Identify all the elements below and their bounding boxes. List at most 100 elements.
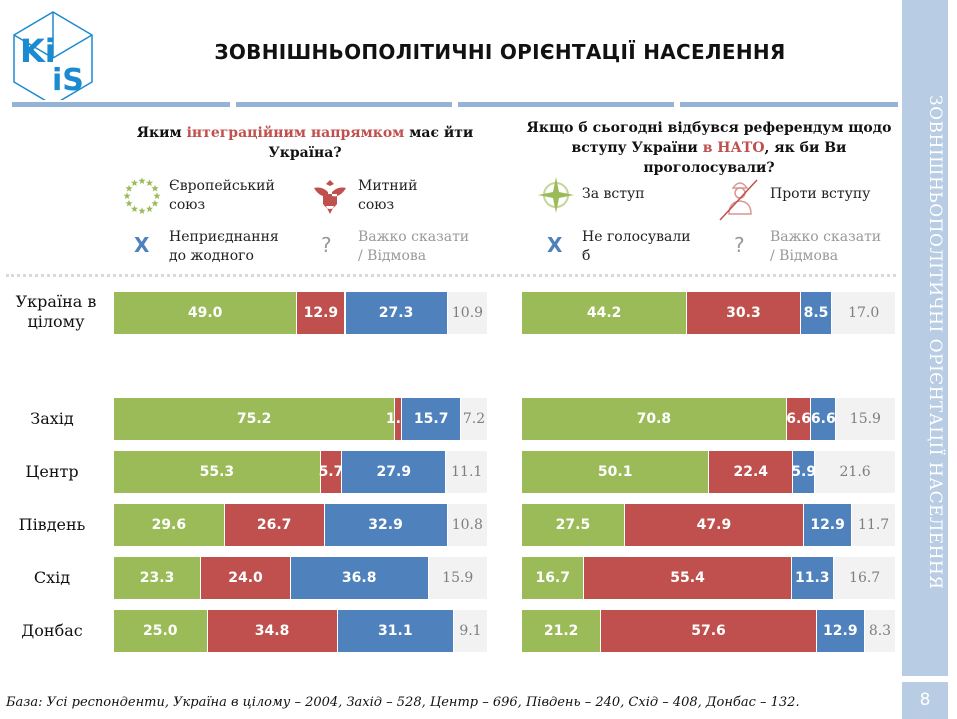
bar-segment: 5.9 [791, 451, 816, 493]
data-label: 16.7 [535, 570, 570, 586]
bar-segment: 12.9 [803, 504, 853, 546]
bar-segment: 16.7 [833, 557, 897, 599]
bar-segment: 15.9 [836, 398, 896, 440]
bar-segment: 12.9 [297, 292, 346, 334]
data-label: 11.3 [794, 570, 830, 586]
legend-dont-know: Важко сказати / Відмова [770, 229, 882, 264]
data-label: 5.7 [318, 464, 344, 480]
data-label: 9.1 [459, 623, 482, 639]
data-label: 16.7 [849, 570, 881, 586]
bar-segment: 34.8 [207, 610, 338, 652]
category-label: Донбас [21, 621, 83, 640]
data-label: 15.9 [849, 411, 881, 427]
data-label: 11.1 [451, 464, 483, 480]
data-label: 27.3 [378, 305, 414, 321]
eu-stars-icon [123, 177, 161, 215]
bar-segment: 11.7 [852, 504, 896, 546]
svg-text:iS: iS [52, 63, 84, 98]
bar-segment: 27.3 [345, 292, 448, 334]
kiis-logo: Ki iS [13, 11, 93, 100]
bar-segment: 57.6 [601, 610, 817, 652]
question-text: Якщо б сьогодні відбувся референдум щодо… [526, 120, 892, 156]
bar-segment: 55.3 [114, 451, 321, 493]
legend-would-not-vote: Не голосували б [582, 229, 691, 264]
data-label: 21.2 [543, 623, 579, 639]
data-label: 15.9 [442, 570, 474, 586]
data-label: 17.0 [848, 305, 880, 321]
data-label: 31.1 [378, 623, 413, 639]
question-text: має йти Україна? [268, 125, 474, 161]
question-text: , як би Ви проголосували? [643, 140, 847, 176]
data-label: 27.9 [376, 464, 412, 480]
data-label: 47.9 [696, 517, 732, 533]
bar-segment: 26.7 [224, 504, 325, 546]
data-label: 21.6 [839, 464, 871, 480]
bar-segment: 21.6 [815, 451, 896, 493]
bar-segment: 8.5 [800, 292, 833, 334]
legend-against: Проти вступу [770, 186, 871, 202]
bar-segment: 49.0 [114, 292, 298, 334]
bar-segment: 15.9 [428, 557, 488, 599]
svg-text:Ki: Ki [20, 32, 56, 70]
bar-segment: 27.9 [342, 451, 447, 493]
data-label: 22.4 [733, 464, 769, 480]
data-label: 11.7 [858, 517, 890, 533]
question-icon: ? [321, 233, 332, 257]
data-label: 34.8 [254, 623, 290, 639]
bar-segment: 55.4 [584, 557, 792, 599]
bar-segment: 11.3 [791, 557, 834, 599]
header-rule [458, 102, 674, 107]
data-label: 26.7 [256, 517, 292, 533]
question-text: Яким [136, 125, 187, 141]
bar-segment: 44.2 [522, 292, 688, 334]
bar-segment: 24.0 [201, 557, 291, 599]
data-label: 8.3 [868, 623, 892, 639]
side-banner [902, 0, 948, 676]
bar-segment: 10.9 [447, 292, 489, 334]
data-label: 50.1 [597, 464, 633, 480]
bar-segment: 21.2 [522, 610, 602, 652]
bar-segment: 29.6 [114, 504, 225, 546]
bar-segment: 6.6 [810, 398, 837, 440]
x-icon: X [134, 233, 150, 257]
category-label: Україна в цілому [15, 292, 97, 331]
bar-segment: 5.7 [318, 451, 344, 493]
data-label: 12.9 [303, 305, 339, 321]
question-highlight: інтеграційним напрямком [186, 125, 405, 141]
category-label: Схід [33, 568, 71, 587]
bar-segment: 70.8 [522, 398, 787, 440]
data-label: 15.7 [413, 411, 449, 427]
data-label: 55.4 [670, 570, 705, 586]
data-label: 10.8 [451, 517, 483, 533]
bar-segment: 23.3 [114, 557, 202, 599]
data-label: 8.5 [803, 305, 829, 321]
bar-segment: 31.1 [337, 610, 454, 652]
bar-segment: 75.2 [114, 398, 396, 440]
right-question: Якщо б сьогодні відбувся референдум щодо… [525, 118, 893, 178]
bar-segment: 47.9 [624, 504, 804, 546]
divider [6, 274, 896, 277]
data-label: 44.2 [586, 305, 622, 321]
left-question: Яким інтеграційним напрямком має йти Укр… [125, 123, 485, 163]
bar-segment: 7.2 [461, 398, 488, 440]
data-label: 57.6 [691, 623, 726, 639]
legend-for: За вступ [582, 186, 645, 202]
russian-eagle-icon [314, 180, 346, 214]
category-label: Захід [30, 409, 74, 428]
bar-segment: 12.9 [816, 610, 865, 652]
bar-segment: 11.1 [446, 451, 488, 493]
data-label: 6.6 [810, 411, 836, 427]
bar-segment: 22.4 [709, 451, 794, 493]
bar-segment: 17.0 [832, 292, 896, 334]
data-label: 10.9 [451, 305, 484, 321]
question-icon: ? [734, 233, 745, 257]
data-label: 7.2 [462, 411, 486, 427]
bar-segment: 16.7 [522, 557, 585, 599]
data-label: 70.8 [636, 411, 672, 427]
data-label: 6.6 [786, 411, 812, 427]
category-label: Південь [18, 515, 86, 534]
page-number: 8 [902, 682, 948, 719]
data-label: 12.9 [810, 517, 845, 533]
page-title: ЗОВНІШНЬОПОЛІТИЧНІ ОРІЄНТАЦІЇ НАСЕЛЕННЯ [214, 40, 786, 64]
